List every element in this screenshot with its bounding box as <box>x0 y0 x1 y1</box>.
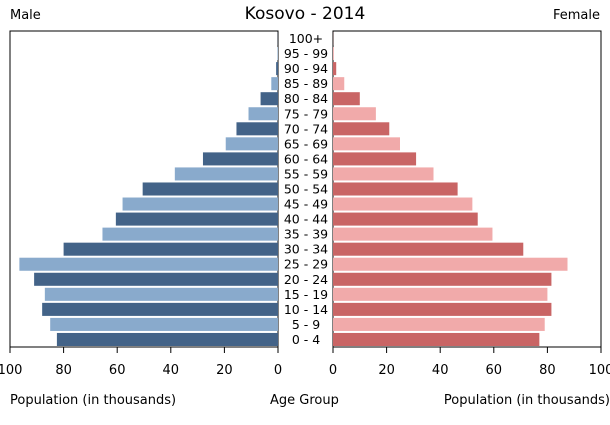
female-bar <box>333 152 417 166</box>
female-bar <box>333 257 568 271</box>
age-group-tick-label: 55 - 59 <box>284 166 328 181</box>
female-bar <box>333 182 458 196</box>
age-group-tick-label: 20 - 24 <box>284 272 328 287</box>
male-bar <box>42 302 278 316</box>
male-bar <box>122 197 278 211</box>
age-group-label: Age Group <box>270 393 339 408</box>
age-group-tick-label: 80 - 84 <box>284 91 328 106</box>
male-bar <box>225 137 278 151</box>
male-x-tick-label: 20 <box>216 363 233 378</box>
female-bar <box>333 272 552 286</box>
male-x-tick-label: 0 <box>274 363 282 378</box>
age-group-tick-label: 10 - 14 <box>284 302 328 317</box>
male-x-axis-label: Population (in thousands) <box>10 393 177 408</box>
male-bar <box>276 62 278 76</box>
male-bar <box>248 107 278 121</box>
male-bar <box>202 152 278 166</box>
age-group-tick-label: 65 - 69 <box>284 136 328 151</box>
female-x-tick-label: 0 <box>329 363 337 378</box>
male-bar <box>19 257 278 271</box>
age-group-tick-label: 90 - 94 <box>284 61 328 76</box>
female-bar <box>333 92 360 106</box>
female-bar <box>333 122 390 136</box>
female-bar <box>333 107 376 121</box>
age-group-tick-label: 75 - 79 <box>284 106 328 121</box>
male-bar <box>277 47 278 61</box>
age-group-tick-label: 50 - 54 <box>284 182 328 197</box>
age-group-tick-label: 40 - 44 <box>284 212 328 227</box>
female-x-tick-label: 20 <box>378 363 395 378</box>
age-group-tick-label: 45 - 49 <box>284 197 328 212</box>
female-bar <box>333 287 548 301</box>
female-x-tick-label: 60 <box>486 363 503 378</box>
age-group-tick-label: 85 - 89 <box>284 76 328 91</box>
male-bar <box>260 92 278 106</box>
chart-title: Kosovo - 2014 <box>244 4 366 24</box>
female-bar <box>333 62 337 76</box>
age-group-tick-label: 5 - 9 <box>292 317 320 332</box>
age-group-tick-label: 30 - 34 <box>284 242 328 257</box>
female-x-axis-label: Population (in thousands) <box>443 393 610 408</box>
female-bar <box>333 302 552 316</box>
age-group-tick-label: 100+ <box>289 31 323 46</box>
male-x-tick-label: 60 <box>109 363 126 378</box>
male-bar <box>271 77 278 91</box>
female-bar <box>333 317 545 331</box>
female-header: Female <box>552 8 600 23</box>
male-bar <box>44 287 279 301</box>
female-x-tick-label: 80 <box>539 363 556 378</box>
male-bar <box>34 272 279 286</box>
female-x-tick-label: 100 <box>589 363 610 378</box>
male-x-tick-label: 80 <box>55 363 72 378</box>
male-header: Male <box>10 8 41 23</box>
male-bar <box>63 242 278 256</box>
male-bar <box>174 167 278 181</box>
age-group-tick-label: 15 - 19 <box>284 287 328 302</box>
female-bar <box>333 47 334 61</box>
male-x-tick-label: 100 <box>0 363 22 378</box>
female-bar <box>333 212 478 226</box>
female-bar <box>333 332 540 346</box>
female-bar <box>333 197 473 211</box>
male-x-tick-label: 40 <box>163 363 180 378</box>
female-bar <box>333 242 524 256</box>
female-bar <box>333 77 345 91</box>
male-bar <box>102 227 279 241</box>
age-group-tick-label: 60 - 64 <box>284 151 328 166</box>
age-group-tick-label: 25 - 29 <box>284 257 328 272</box>
female-bar <box>333 137 400 151</box>
male-bar <box>50 317 279 331</box>
male-bar <box>142 182 278 196</box>
age-group-tick-label: 70 - 74 <box>284 121 328 136</box>
female-x-tick-label: 40 <box>432 363 449 378</box>
female-bar <box>333 227 493 241</box>
male-bar <box>236 122 278 136</box>
female-bar <box>333 167 434 181</box>
age-group-tick-label: 95 - 99 <box>284 46 328 61</box>
age-group-tick-label: 35 - 39 <box>284 227 328 242</box>
age-group-tick-label: 0 - 4 <box>292 332 320 347</box>
male-bar <box>56 332 279 346</box>
male-bar <box>115 212 278 226</box>
